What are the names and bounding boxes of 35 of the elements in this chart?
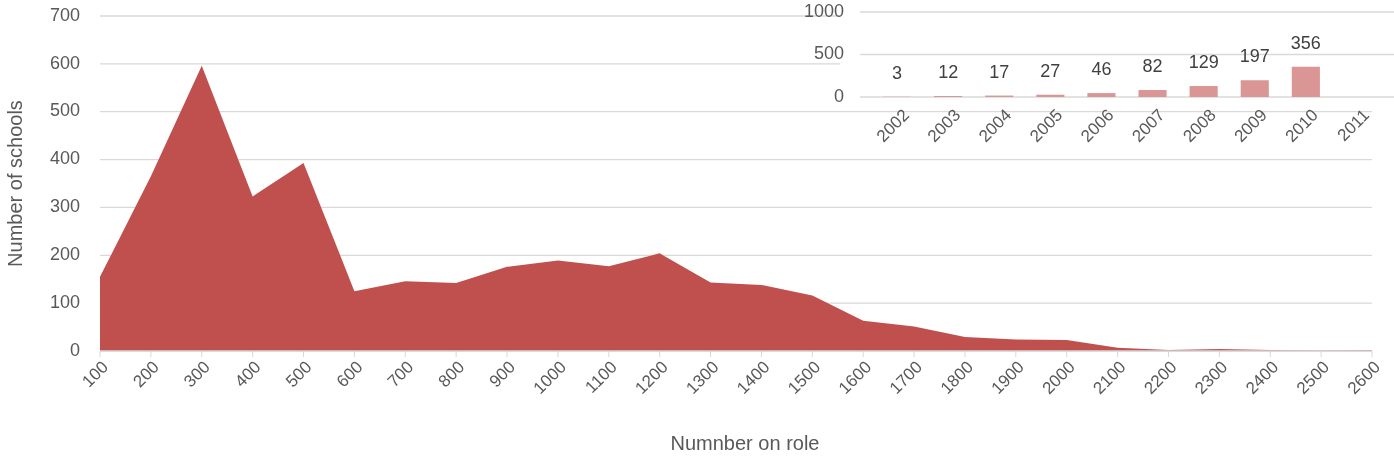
data-label: 3 [892,62,903,83]
x-tick-label: 500 [282,357,316,392]
data-label: 17 [989,61,1010,82]
x-axis-title: Numnber on role [670,432,820,454]
x-tick-label: 100 [78,357,112,392]
data-label: 27 [1040,60,1061,81]
y-tick-label: 200 [49,244,80,265]
bar [1138,90,1167,97]
y-tick-label: 0 [833,85,844,106]
data-label: 12 [938,61,959,82]
y-tick-label: 400 [49,148,80,169]
y-tick-label: 0 [69,339,80,360]
y-tick-label: 1000 [803,0,844,21]
x-tick-label: 700 [383,357,418,392]
y-tick-label: 300 [49,196,80,217]
data-label: 82 [1142,56,1163,77]
x-tick-label: 300 [180,357,214,392]
bar [1291,66,1320,97]
y-tick-label: 600 [49,52,80,73]
bar [1240,80,1269,97]
x-tick-label: 200 [129,357,163,392]
x-tick-label: 400 [231,357,265,392]
bar [1189,86,1218,97]
y-axis-title: Number of schools [4,100,26,267]
data-label: 197 [1239,46,1270,67]
y-tick-label: 700 [49,4,80,25]
bar [1087,93,1116,97]
x-tick-label: 600 [332,357,367,392]
data-label: 46 [1091,59,1112,80]
data-label: 129 [1188,52,1219,73]
y-tick-label: 500 [813,43,844,64]
x-tick-label: 900 [485,357,520,392]
data-label: 356 [1290,32,1321,53]
y-tick-label: 100 [49,291,80,312]
x-tick-label: 800 [434,357,469,392]
